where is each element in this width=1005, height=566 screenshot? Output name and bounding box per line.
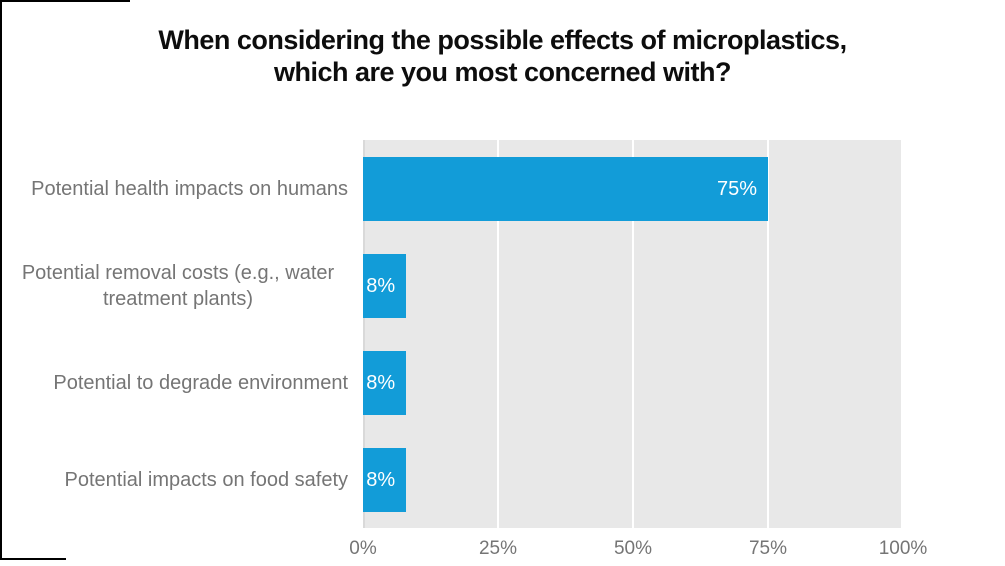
category-label-food-safety: Potential impacts on food safety	[65, 448, 349, 512]
x-axis-tick-50: 50%	[613, 538, 653, 559]
chart-title: When considering the possible effects of…	[0, 24, 1005, 88]
bar-value-label: 8%	[366, 274, 396, 297]
category-label-text: Potential impacts on food safety	[64, 469, 349, 491]
x-axis-tick-0: 0%	[349, 538, 377, 559]
bar-value-label: 8%	[366, 371, 396, 394]
category-label-text: Potential removal costs (e.g., water tre…	[21, 262, 335, 310]
x-axis-tick-100: 100%	[878, 538, 928, 559]
x-axis-tick-25: 25%	[478, 538, 518, 559]
category-label-text: Potential to degrade environment	[53, 372, 348, 394]
frame-border-bottom	[0, 558, 66, 560]
frame-border-left	[0, 0, 2, 560]
bar-value-label: 8%	[366, 468, 396, 491]
category-label-removal-costs: Potential removal costs (e.g., water tre…	[8, 254, 348, 318]
bar-degrade-environment: 8%	[363, 351, 407, 415]
bar-food-safety: 8%	[363, 448, 407, 512]
gridline-50	[632, 140, 634, 528]
plot-area: 75% 8% 8% 8%	[363, 140, 903, 528]
chart-title-line2: which are you most concerned with?	[273, 57, 732, 87]
gridline-75	[767, 140, 769, 528]
gridline-25	[497, 140, 499, 528]
bar-removal-costs: 8%	[363, 254, 407, 318]
bar-value-label: 75%	[716, 177, 757, 200]
category-label-degrade-environment: Potential to degrade environment	[53, 351, 348, 415]
x-axis-tick-75: 75%	[748, 538, 788, 559]
category-label-text: Potential health impacts on humans	[31, 178, 348, 200]
bar-health-impacts: 75%	[363, 157, 768, 221]
y-axis-line	[363, 140, 365, 528]
gridline-100	[901, 140, 903, 528]
category-label-health-impacts: Potential health impacts on humans	[31, 157, 348, 221]
frame-border-top	[0, 0, 130, 2]
chart-title-line1: When considering the possible effects of…	[158, 25, 847, 55]
